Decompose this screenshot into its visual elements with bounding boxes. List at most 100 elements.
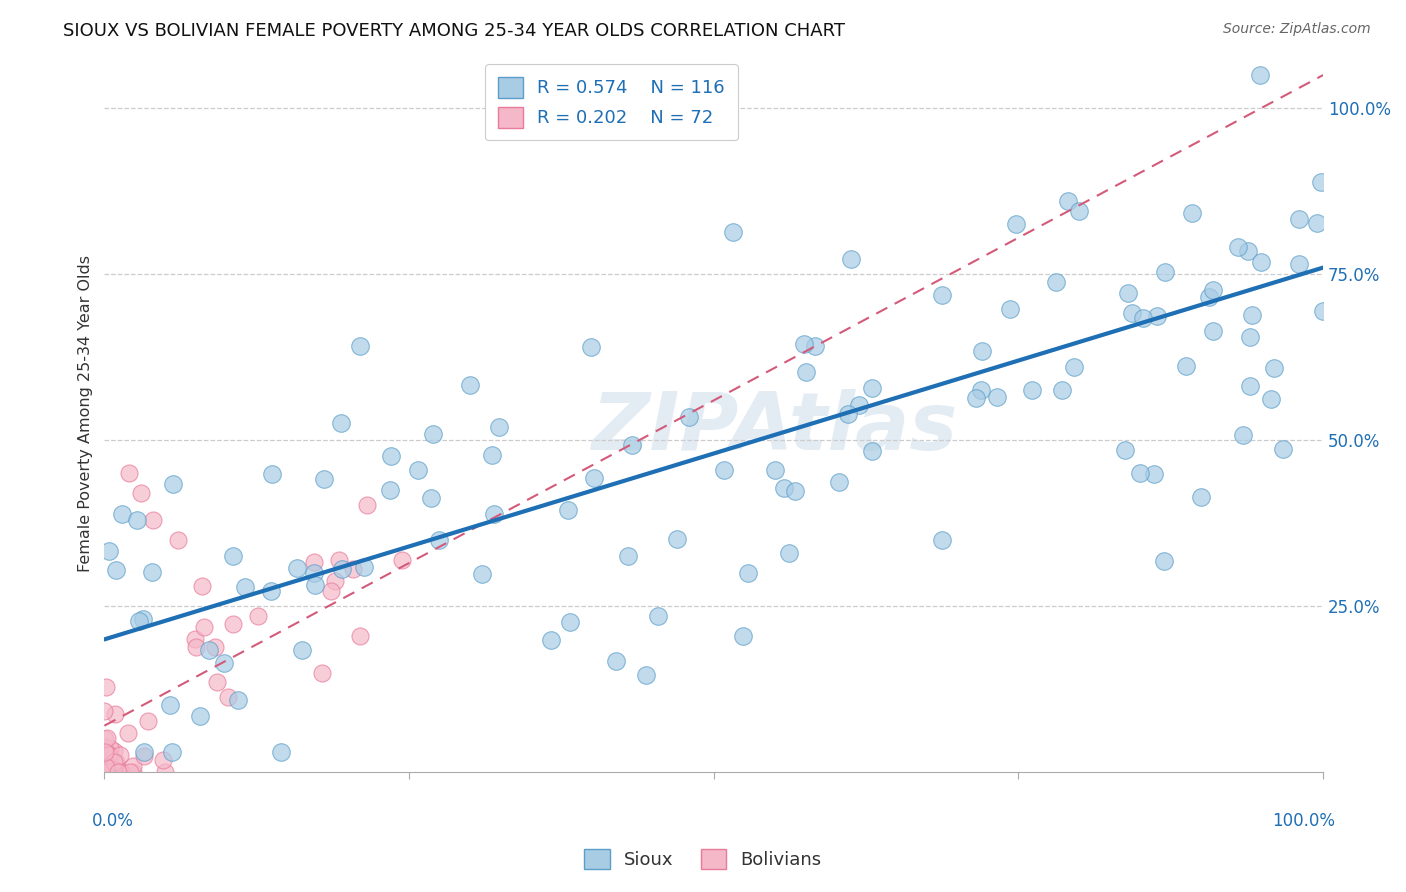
Point [763,463,786,477]
Point [1232,427,1254,442]
Point [647,609,669,624]
Point [731,629,754,643]
Point [617,549,640,563]
Point [193,620,215,634]
Point [105,563,128,577]
Point [191,579,214,593]
Point [302,555,325,569]
Point [96,762,118,776]
Point [1021,383,1043,397]
Point [1063,359,1085,374]
Point [488,420,510,434]
Point [96,731,118,745]
Point [221,549,243,563]
Point [1181,205,1204,219]
Point [129,486,152,500]
Point [198,643,221,657]
Point [100,759,122,773]
Point [1241,308,1264,322]
Point [349,629,371,643]
Point [342,562,364,576]
Point [259,583,281,598]
Point [1121,306,1143,320]
Point [330,562,353,576]
Point [97,764,120,779]
Point [1260,392,1282,406]
Point [262,467,284,481]
Point [117,726,139,740]
Point [1306,216,1329,230]
Point [1175,359,1198,374]
Point [323,574,346,588]
Point [184,632,207,647]
Text: 0.0%: 0.0% [93,812,134,830]
Point [141,566,163,580]
Point [540,633,562,648]
Point [427,533,450,548]
Point [104,706,127,721]
Point [270,745,292,759]
Point [97,761,120,775]
Point [794,365,817,379]
Point [773,481,796,495]
Point [737,566,759,580]
Point [217,690,239,705]
Point [1312,304,1334,318]
Point [291,642,314,657]
Point [108,765,131,780]
Point [558,615,581,629]
Point [98,758,121,772]
Point [94,739,117,754]
Point [839,252,862,267]
Point [122,759,145,773]
Legend: R = 0.574    N = 116, R = 0.202    N = 72: R = 0.574 N = 116, R = 0.202 N = 72 [485,64,738,140]
Point [1143,467,1166,482]
Point [93,764,115,779]
Point [97,762,120,776]
Point [162,476,184,491]
Point [118,467,141,481]
Point [107,763,129,777]
Point [579,340,602,354]
Point [97,747,120,761]
Point [184,640,207,654]
Point [481,448,503,462]
Point [128,614,150,628]
Point [93,704,115,718]
Point [321,583,343,598]
Point [378,483,401,497]
Point [328,553,350,567]
Point [160,745,183,759]
Y-axis label: Female Poverty Among 25-34 Year Olds: Female Poverty Among 25-34 Year Olds [79,255,93,572]
Point [110,765,132,780]
Point [233,581,256,595]
Point [103,755,125,769]
Point [1056,194,1078,208]
Point [356,499,378,513]
Point [107,764,129,779]
Point [152,753,174,767]
Point [1249,68,1271,82]
Point [159,698,181,713]
Point [1114,443,1136,458]
Point [860,381,883,395]
Point [931,533,953,548]
Point [484,507,506,521]
Point [285,560,308,574]
Point [458,378,481,392]
Point [97,765,120,780]
Point [329,417,352,431]
Point [931,288,953,302]
Point [860,443,883,458]
Text: ZIPAtlas: ZIPAtlas [592,389,957,467]
Point [422,426,444,441]
Point [93,763,115,777]
Point [94,745,117,759]
Point [226,693,249,707]
Point [312,472,335,486]
Point [713,463,735,477]
Point [783,483,806,498]
Point [1202,325,1225,339]
Text: 100.0%: 100.0% [1272,812,1336,830]
Point [970,344,993,359]
